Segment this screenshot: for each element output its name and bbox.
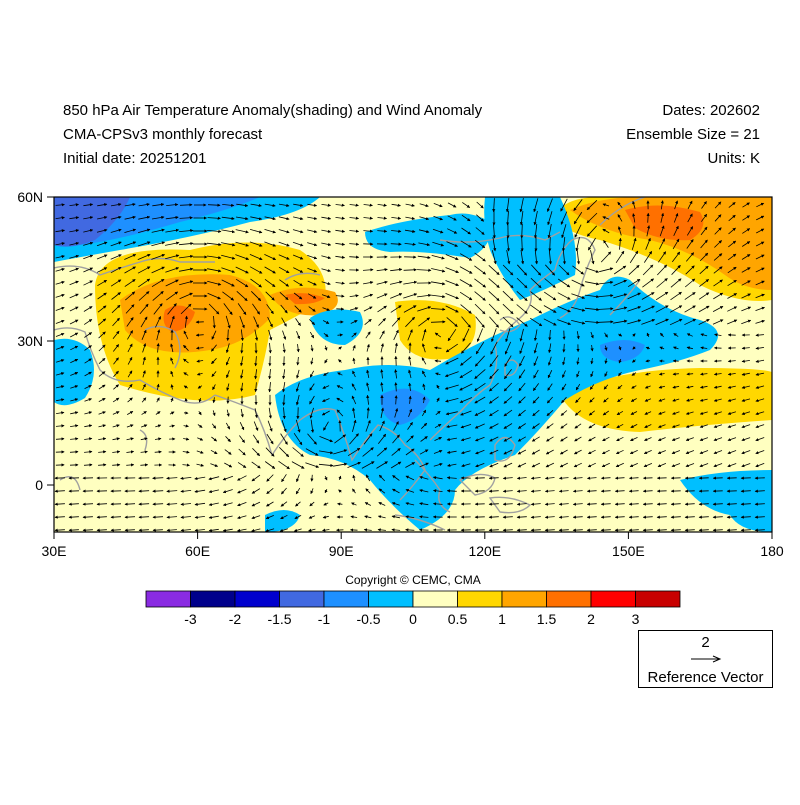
- colorbar-swatch: [369, 591, 414, 607]
- lon-label: 60E: [185, 543, 210, 559]
- lat-labels: 60N 30N 0: [17, 189, 43, 493]
- reference-vector-box: 2 Reference Vector: [638, 630, 773, 688]
- colorbar-label: -2: [229, 611, 242, 627]
- colorbar-swatch: [280, 591, 325, 607]
- reference-vector-label: Reference Vector: [639, 669, 772, 686]
- colorbar-swatch: [547, 591, 592, 607]
- colorbar-label: 1.5: [537, 611, 557, 627]
- colorbar: [146, 591, 680, 607]
- colorbar-label: -0.5: [356, 611, 380, 627]
- colorbar-label: 2: [587, 611, 595, 627]
- lon-label: 90E: [329, 543, 354, 559]
- lat-label: 60N: [17, 189, 43, 205]
- plot-area: [54, 197, 772, 532]
- colorbar-swatch: [324, 591, 369, 607]
- colorbar-label: -1.5: [267, 611, 291, 627]
- colorbar-label: 0: [409, 611, 417, 627]
- lon-label: 30E: [42, 543, 67, 559]
- colorbar-swatch: [235, 591, 280, 607]
- reference-vector-value: 2: [639, 634, 772, 651]
- lon-labels: 30E 60E 90E 120E 150E 180: [42, 543, 784, 559]
- colorbar-swatch: [502, 591, 547, 607]
- colorbar-swatch: [636, 591, 681, 607]
- lat-label: 30N: [17, 333, 43, 349]
- reference-arrow-icon: [689, 653, 723, 665]
- copyright-notice: Copyright © CEMC, CMA: [0, 573, 800, 587]
- lon-label: 120E: [468, 543, 501, 559]
- colorbar-swatch: [458, 591, 503, 607]
- colorbar-label: 3: [632, 611, 640, 627]
- colorbar-labels: -3 -2 -1.5 -1 -0.5 0 0.5 1 1.5 2 3: [184, 611, 639, 627]
- lon-label: 150E: [612, 543, 645, 559]
- colorbar-label: 1: [498, 611, 506, 627]
- colorbar-label: -3: [184, 611, 197, 627]
- colorbar-swatch: [413, 591, 458, 607]
- lat-label: 0: [35, 477, 43, 493]
- colorbar-label: -1: [318, 611, 331, 627]
- colorbar-swatch: [591, 591, 636, 607]
- colorbar-swatch: [191, 591, 236, 607]
- colorbar-label: 0.5: [448, 611, 468, 627]
- lon-label: 180: [760, 543, 784, 559]
- colorbar-swatch: [146, 591, 191, 607]
